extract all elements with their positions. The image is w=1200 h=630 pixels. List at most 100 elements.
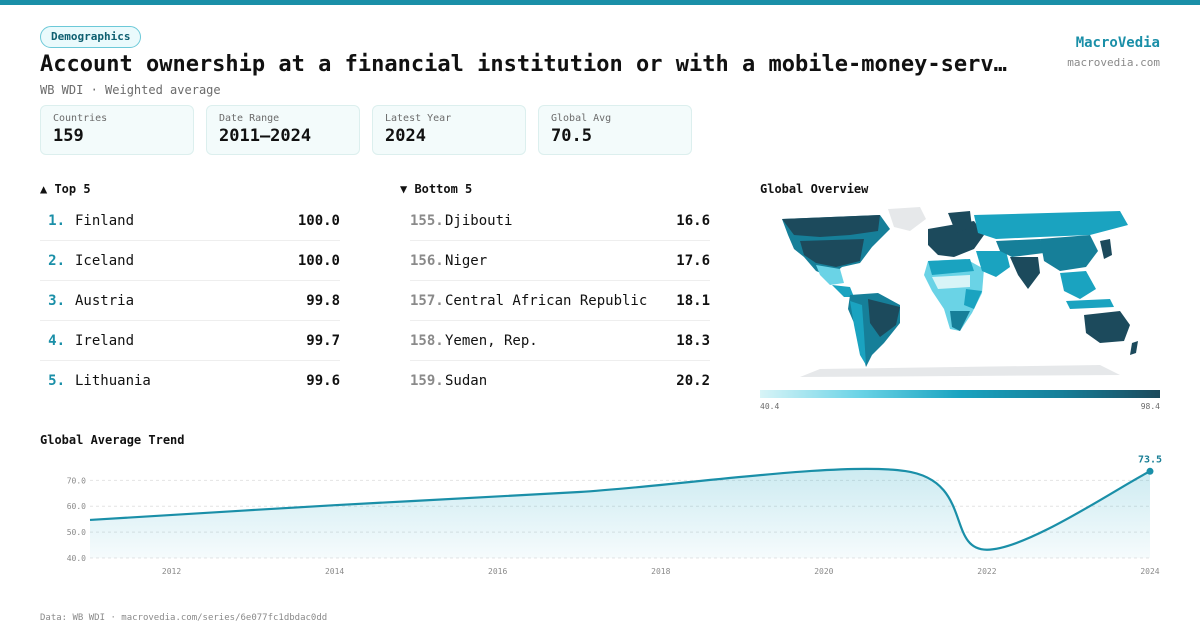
country-name: Central African Republic [445,292,648,309]
list-item[interactable]: 156. Niger 17.6 [410,241,710,281]
map-region-russia [974,211,1128,239]
list-item[interactable]: 155. Djibouti 16.6 [410,201,710,241]
trend-chart[interactable]: 40.0 50.0 60.0 70.0 2012 2014 2016 2018 2020 2022… [0,450,1200,580]
map-region-mexico [816,265,844,285]
country-name: Austria [75,292,135,309]
x-tick-label: 2012 [162,567,181,576]
country-name: Iceland [75,252,135,269]
stat-label: Countries [53,113,108,124]
country-value: 18.1 [676,292,710,309]
map-region-usa [800,239,864,267]
country-name: Lithuania [75,373,151,389]
country-value: 100.0 [297,212,340,229]
map-region-andes [850,301,866,365]
world-map[interactable] [760,205,1160,385]
map-region-north-africa [928,259,974,275]
rank-number: 156. [410,252,444,269]
map-region-antarctica [800,365,1120,377]
map-color-legend [760,390,1160,398]
trend-end-point [1146,467,1154,475]
map-region-middle-east [976,251,1010,277]
page-subtitle: WB WDI · Weighted average [40,83,221,97]
country-value: 99.6 [306,373,340,389]
trend-end-label: 73.5 [1138,454,1162,465]
map-legend-min: 40.4 [760,402,780,411]
map-region-new-zealand [1130,341,1138,355]
stat-card-date-range: Date Range 2011–2024 [206,105,360,155]
map-region-china [1040,235,1098,271]
country-value: 99.7 [306,332,340,349]
country-value: 17.6 [676,252,710,269]
map-region-southern-africa [950,311,970,331]
rank-number: 155. [410,212,444,229]
trend-area [90,468,1150,558]
world-map-svg [782,207,1138,377]
stats-row: Countries 159 Date Range 2011–2024 Lates… [40,105,692,155]
y-tick-label: 50.0 [67,528,86,537]
rank-number: 158. [410,332,444,349]
country-name: Djibouti [445,212,513,229]
rank-number: 5. [48,373,65,389]
category-badge: Demographics [40,26,142,48]
rank-number: 2. [48,252,65,269]
country-name: Finland [75,212,135,229]
map-region-south-asia [1010,257,1040,289]
map-region-southeast-asia [1060,271,1096,299]
stat-card-countries: Countries 159 [40,105,194,155]
rank-number: 4. [48,332,65,349]
country-value: 16.6 [676,212,710,229]
y-tick-label: 70.0 [67,476,86,485]
map-region-europe [928,221,984,257]
map-region-central-asia [996,239,1044,257]
country-value: 18.3 [676,332,710,349]
list-item[interactable]: 1. Finland 100.0 [40,201,340,241]
top5-title: ▲ Top 5 [40,182,91,196]
brand-logo[interactable]: MacroVedia [1075,35,1160,51]
brand-url[interactable]: macrovedia.com [1067,56,1160,69]
stat-value: 2011–2024 [219,126,312,146]
x-tick-label: 2020 [814,567,833,576]
trend-line [89,467,1151,551]
stat-label: Date Range [219,113,280,124]
x-tick-label: 2018 [651,567,670,576]
map-title: Global Overview [760,182,869,196]
page-title: Account ownership at a financial institu… [40,52,1020,77]
country-name: Sudan [445,373,488,389]
top5-list: 1. Finland 100.0 2. Iceland 100.0 3. Aus… [40,201,340,401]
list-item[interactable]: 157. Central African Republic 18.1 [410,281,710,321]
x-tick-label: 2024 [1140,567,1159,576]
rank-number: 1. [48,212,65,229]
list-item[interactable]: 4. Ireland 99.7 [40,321,340,361]
list-item[interactable]: 3. Austria 99.8 [40,281,340,321]
map-region-australia [1084,311,1130,343]
stat-card-global-avg: Global Avg 70.5 [538,105,692,155]
country-value: 20.2 [676,373,710,389]
stat-value: 70.5 [551,126,592,146]
y-tick-label: 40.0 [67,554,86,563]
map-region-indonesia [1066,299,1114,309]
map-region-central-america [832,285,854,297]
x-tick-label: 2014 [325,567,344,576]
list-item[interactable]: 158. Yemen, Rep. 18.3 [410,321,710,361]
country-value: 99.8 [306,292,340,309]
stat-card-latest-year: Latest Year 2024 [372,105,526,155]
bottom5-title: ▼ Bottom 5 [400,182,473,196]
map-region-brazil [868,299,900,337]
accent-top-bar [0,0,1200,5]
map-region-greenland [888,207,926,231]
map-region-scandinavia [948,211,972,233]
stat-label: Latest Year [385,113,452,124]
list-item[interactable]: 5. Lithuania 99.6 [40,361,340,401]
stat-value: 159 [53,126,84,146]
footer-source: Data: WB WDI · macrovedia.com/series/6e0… [40,613,328,623]
country-name: Yemen, Rep. [445,332,538,349]
country-name: Ireland [75,332,135,349]
bottom5-list: 155. Djibouti 16.6 156. Niger 17.6 157. … [410,201,710,401]
stat-label: Global Avg [551,113,612,124]
map-region-japan-korea [1100,239,1112,259]
map-region-east-africa [964,289,982,309]
list-item[interactable]: 159. Sudan 20.2 [410,361,710,401]
list-item[interactable]: 2. Iceland 100.0 [40,241,340,281]
map-region-sahel [932,275,970,289]
rank-number: 157. [410,292,444,309]
